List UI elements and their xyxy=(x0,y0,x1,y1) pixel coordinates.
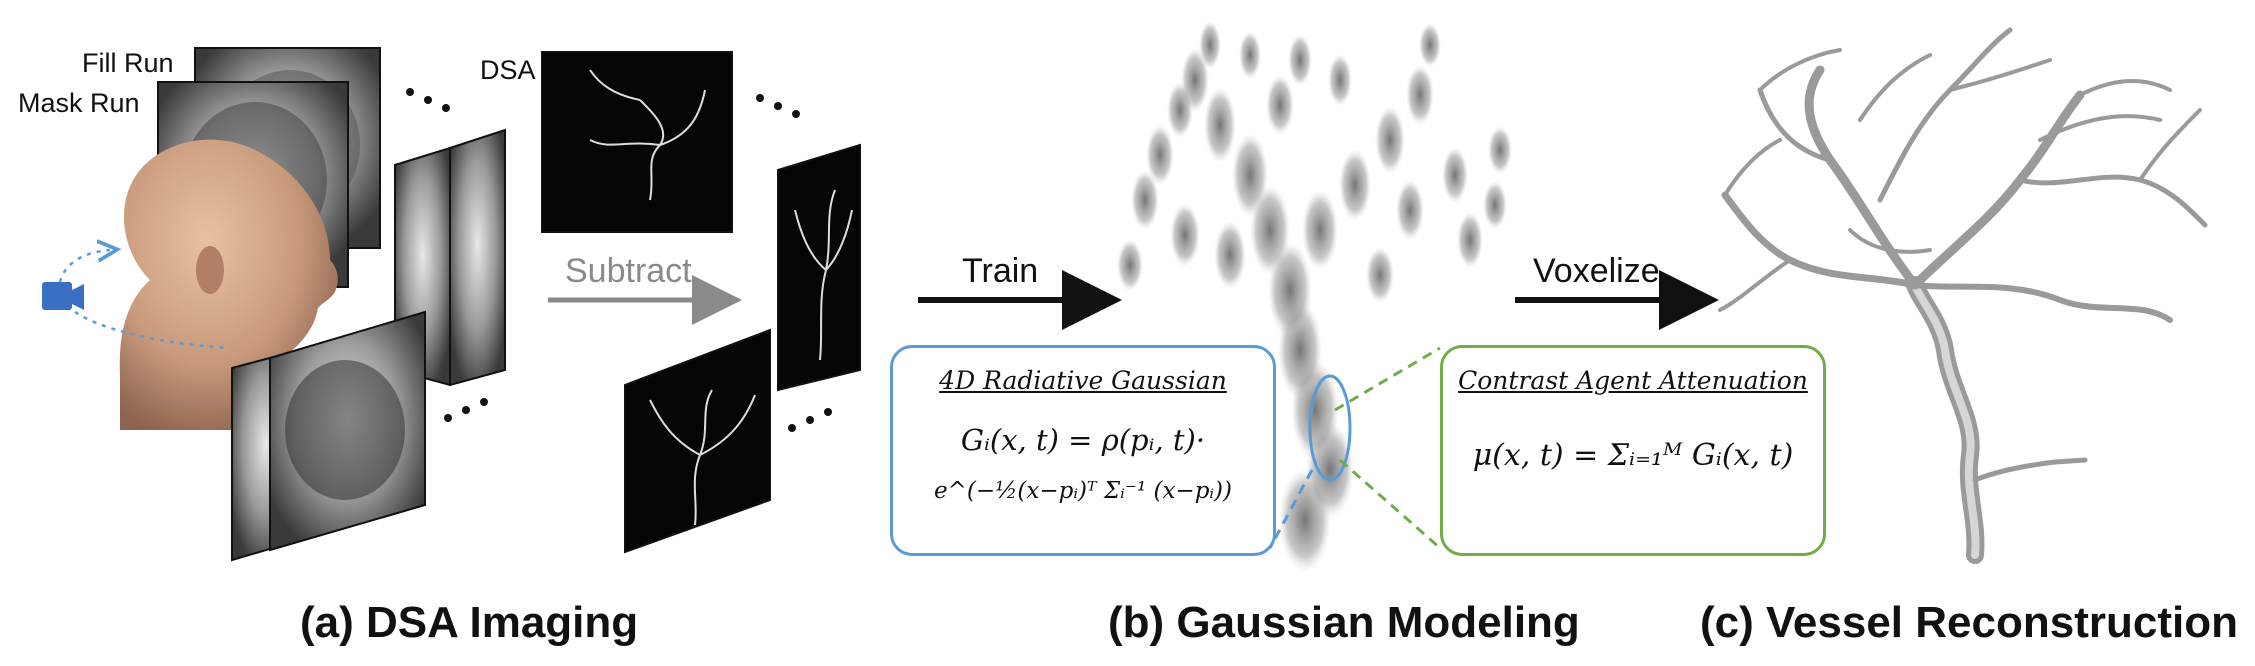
caption-b: (b) Gaussian Modeling xyxy=(1108,598,1580,647)
xray-frame-skew-2 xyxy=(449,128,506,387)
mask-run-label: Mask Run xyxy=(18,88,140,118)
fill-run-label: Fill Run xyxy=(82,48,174,78)
ellipsis-dsa-lower xyxy=(788,408,832,432)
caption-a: (a) DSA Imaging xyxy=(300,598,639,647)
dsa-image-skew xyxy=(777,143,861,392)
train-label: Train xyxy=(962,252,1039,290)
subtract-label: Subtract xyxy=(565,252,692,290)
gaussian-equation-line1: Gᵢ(x, t) = ρ(pᵢ, t)· xyxy=(960,423,1206,457)
connector-green-2 xyxy=(1339,458,1441,550)
connector-green-1 xyxy=(1334,346,1441,412)
camera-orbit-lower xyxy=(74,310,231,350)
ellipsis-top xyxy=(406,88,450,112)
ellipsis-lower xyxy=(444,398,488,422)
dsa-image-top xyxy=(541,51,733,233)
voxelize-label: Voxelize xyxy=(1533,252,1660,290)
camera-orbit xyxy=(58,250,110,283)
attenuation-title: Contrast Agent Attenuation xyxy=(1458,366,1808,395)
connector-blue xyxy=(1268,469,1314,549)
radiative-gaussian-box: 4D Radiative Gaussian Gᵢ(x, t) = ρ(pᵢ, t… xyxy=(890,345,1276,556)
vessel-tree xyxy=(1117,21,1512,572)
caption-c: (c) Vessel Reconstruction xyxy=(1700,598,2238,647)
vessel-reconstruction xyxy=(1718,27,2208,564)
gaussian-equation-line2: e^(−½(x−pᵢ)ᵀ Σᵢ⁻¹ (x−pᵢ)) xyxy=(933,478,1232,504)
ellipsis-dsa-top xyxy=(756,94,800,118)
attenuation-box: Contrast Agent Attenuation μ(x, t) = Σᵢ₌… xyxy=(1440,345,1826,556)
camera-icon xyxy=(42,282,84,310)
dsa-label: DSA xyxy=(480,55,536,85)
attenuation-equation: μ(x, t) = Σᵢ₌₁ᴹ Gᵢ(x, t) xyxy=(1472,438,1794,473)
xray-frame-lower-2 xyxy=(269,310,426,552)
dsa-image-lower xyxy=(624,328,771,554)
radiative-gaussian-title: 4D Radiative Gaussian xyxy=(939,366,1227,395)
highlight-ellipse xyxy=(1308,374,1352,482)
